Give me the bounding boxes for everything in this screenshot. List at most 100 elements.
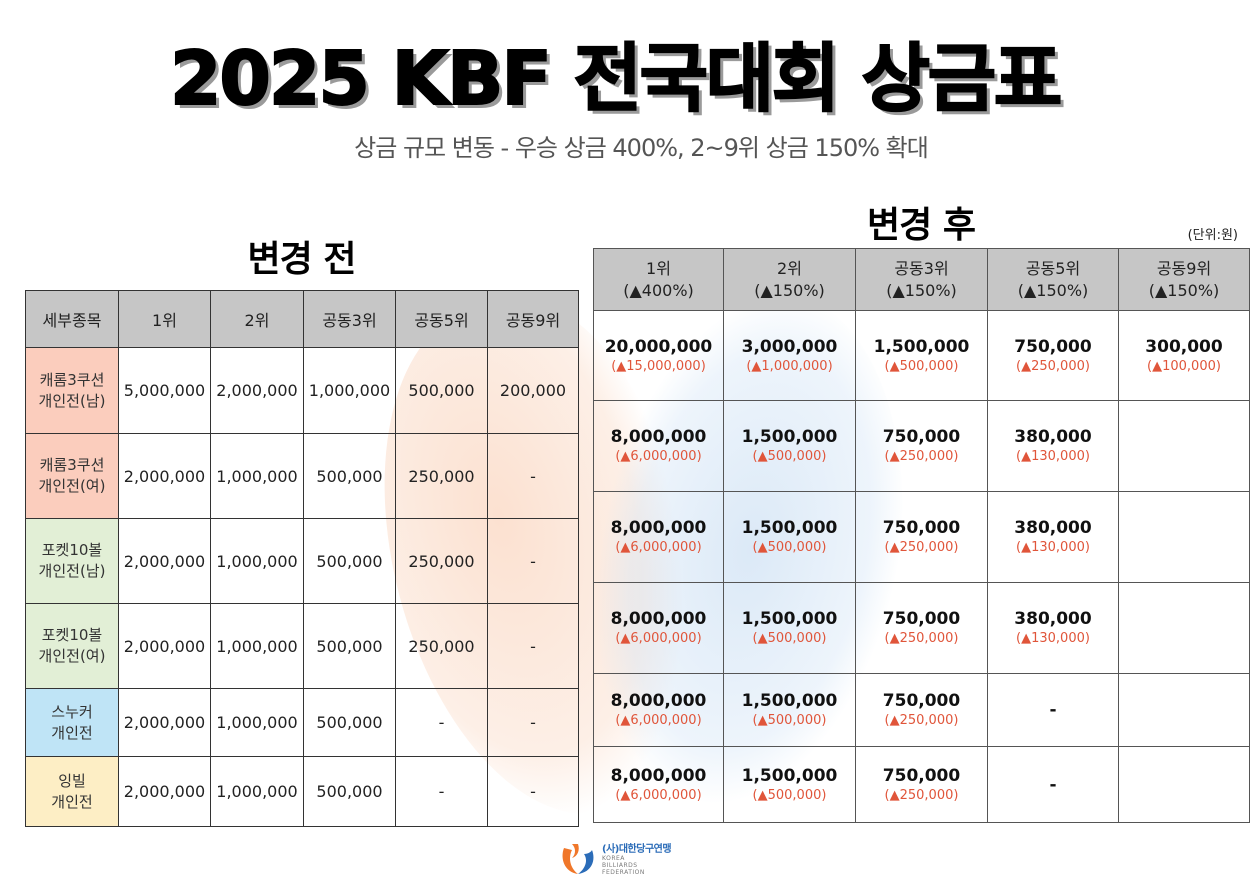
prize-increase: (▲250,000): [1016, 358, 1090, 374]
logo-english-line: FEDERATION: [602, 869, 645, 876]
category-cell: 캐롬3쿠션 개인전(남): [25, 347, 119, 434]
rank-label: 공동5위: [1025, 258, 1081, 278]
prize-cell: 1,500,000 (▲500,000): [723, 673, 856, 747]
rank-label: 공동3위: [894, 258, 949, 278]
prize-cell: 2,000,000: [118, 603, 211, 689]
prize-amount: 750,000: [882, 427, 961, 447]
prize-amount: 380,000: [1014, 609, 1092, 629]
column-header: 공동3위 (▲150%): [855, 248, 988, 311]
prize-increase: (▲500,000): [752, 449, 827, 464]
prize-amount: 1,500,000: [873, 336, 970, 357]
prize-cell: 750,000 (▲250,000): [855, 746, 988, 823]
prize-cell: 8,000,000 (▲6,000,000): [593, 746, 724, 823]
prize-increase: (▲6,000,000): [615, 713, 702, 728]
category-cell: 스누커 개인전: [25, 688, 119, 757]
prize-amount: 380,000: [1014, 427, 1092, 447]
prize-amount: 8,000,000: [610, 518, 707, 538]
column-header: 1위: [118, 290, 211, 348]
table-row: 잉빌 개인전 2,000,000 1,000,000 500,000 - -: [25, 756, 579, 827]
before-heading: 변경 전: [247, 239, 357, 280]
prize-cell: -: [487, 688, 579, 757]
category-line: 개인전: [51, 792, 93, 811]
prize-amount: 1,500,000: [741, 765, 838, 786]
column-header: 2위 (▲150%): [723, 248, 856, 311]
prize-cell: 3,000,000 (▲1,000,000): [723, 310, 856, 401]
category-line: 개인전(남): [38, 562, 106, 580]
prize-cell: 2,000,000: [118, 688, 211, 757]
prize-increase: (▲6,000,000): [615, 787, 702, 803]
prize-amount: 3,000,000: [741, 336, 838, 357]
table-row: 8,000,000 (▲6,000,000) 1,500,000 (▲500,000…: [593, 582, 1250, 674]
prize-cell: 250,000: [395, 603, 488, 689]
prize-cell: -: [395, 756, 488, 827]
prize-cell: 500,000: [303, 603, 396, 689]
prize-cell: 750,000 (▲250,000): [987, 310, 1119, 401]
column-header: 공동5위: [395, 290, 488, 348]
change-percent: (▲150%): [754, 280, 825, 300]
prize-amount: 8,000,000: [610, 691, 707, 711]
table-row: 스누커 개인전 2,000,000 1,000,000 500,000 - -: [25, 688, 579, 757]
table-header-row: 세부종목 1위 2위 공동3위 공동5위 공동9위: [25, 290, 579, 348]
prize-cell: 1,500,000 (▲500,000): [723, 491, 856, 583]
category-line: 개인전(여): [38, 477, 106, 495]
prize-cell-empty: [1118, 582, 1250, 674]
prize-cell: 8,000,000 (▲6,000,000): [593, 491, 724, 583]
page-title: 2025 KBF 전국대회 상금표: [169, 35, 1063, 123]
table-header-row: 1위 (▲400%) 2위 (▲150%) 공동3위 (▲150%) 공동5위 (▲15…: [593, 248, 1250, 311]
prize-cell: 500,000: [303, 433, 396, 519]
table-row: 포켓10볼 개인전(남) 2,000,000 1,000,000 500,000 …: [25, 518, 579, 604]
prize-cell: 250,000: [395, 518, 488, 604]
rank-label: 1위: [646, 258, 671, 278]
column-header: 2위: [210, 290, 304, 348]
table-row: 캐롬3쿠션 개인전(여) 2,000,000 1,000,000 500,000 …: [25, 433, 579, 519]
category-line: 개인전: [51, 723, 93, 742]
prize-cell: 380,000 (▲130,000): [987, 491, 1119, 583]
prize-increase: (▲130,000): [1016, 449, 1090, 464]
prize-amount: 8,000,000: [610, 427, 707, 447]
category-line: 캐롬3쿠션: [39, 456, 105, 474]
prize-cell: 2,000,000: [210, 347, 304, 434]
rank-label: 2위: [777, 258, 802, 278]
prize-dash: -: [1049, 774, 1057, 795]
prize-cell: -: [487, 518, 579, 604]
prize-increase: (▲250,000): [884, 787, 959, 803]
prize-cell: 2,000,000: [118, 756, 211, 827]
prize-cell: 20,000,000 (▲15,000,000): [593, 310, 724, 401]
table-row: 20,000,000 (▲15,000,000) 3,000,000 (▲1,000…: [593, 310, 1250, 401]
prize-increase: (▲1,000,000): [746, 358, 833, 374]
prize-cell: -: [987, 746, 1119, 823]
logo-english-line: BILLIARDS: [602, 862, 638, 869]
prize-cell: 1,000,000: [210, 688, 304, 757]
column-header: 1위 (▲400%): [593, 248, 724, 311]
table-row: 8,000,000 (▲6,000,000) 1,500,000 (▲500,000…: [593, 746, 1250, 823]
logo-english-line: KOREA: [602, 855, 625, 862]
column-header: 공동9위 (▲150%): [1118, 248, 1250, 311]
category-line: 잉빌: [58, 771, 86, 790]
category-line: 개인전(남): [38, 391, 106, 410]
table-row: 8,000,000 (▲6,000,000) 1,500,000 (▲500,000…: [593, 400, 1250, 492]
prize-amount: 8,000,000: [610, 609, 707, 629]
prize-cell: -: [987, 673, 1119, 747]
prize-increase: (▲250,000): [884, 631, 959, 646]
prize-cell: 8,000,000 (▲6,000,000): [593, 400, 724, 492]
prize-cell: -: [395, 688, 488, 757]
prize-cell: 1,500,000 (▲500,000): [855, 310, 988, 401]
prize-cell: -: [487, 603, 579, 689]
prize-amount: 380,000: [1014, 518, 1092, 538]
prize-increase: (▲500,000): [752, 631, 827, 646]
prize-cell: 750,000 (▲250,000): [855, 491, 988, 583]
prize-cell: 8,000,000 (▲6,000,000): [593, 673, 724, 747]
change-percent: (▲150%): [1148, 280, 1220, 300]
prize-cell: 1,500,000 (▲500,000): [723, 746, 856, 823]
column-header: 공동3위: [303, 290, 396, 348]
prize-dash: -: [1049, 700, 1057, 720]
prize-cell: 1,500,000 (▲500,000): [723, 400, 856, 492]
prize-increase: (▲130,000): [1016, 540, 1090, 555]
prize-cell: 5,000,000: [118, 347, 211, 434]
rank-label: 공동9위: [1156, 258, 1212, 278]
prize-increase: (▲6,000,000): [615, 631, 702, 646]
prize-cell-empty: [1118, 746, 1250, 823]
category-line: 포켓10볼: [41, 626, 103, 644]
prize-cell: 300,000 (▲100,000): [1118, 310, 1250, 401]
prize-increase: (▲15,000,000): [611, 358, 706, 374]
